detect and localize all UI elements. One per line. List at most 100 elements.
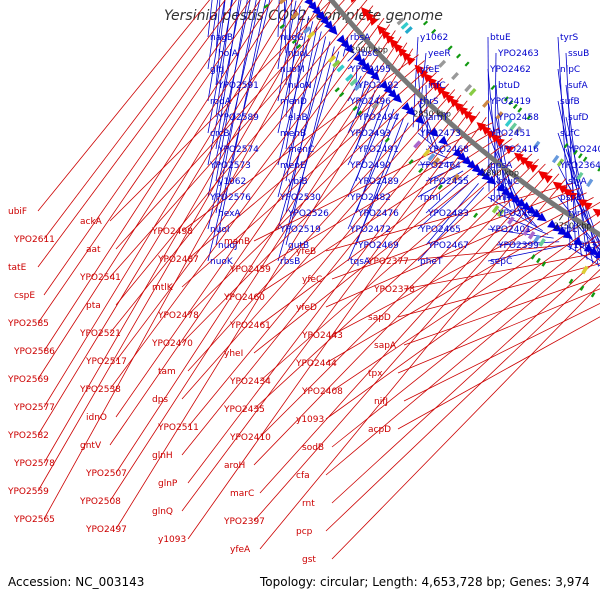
marker-dash (490, 84, 496, 91)
reverse-leader-line (43, 0, 251, 296)
reverse-gene-arrow (440, 89, 451, 100)
kbp-tick-mark (419, 103, 426, 110)
reverse-gene-label: YPO2397 (223, 517, 265, 527)
reverse-gene-arrow (401, 51, 412, 62)
forward-gene-label: YPO2463 (497, 49, 539, 59)
forward-gene-label: thrS (420, 97, 439, 107)
feature-block (468, 87, 477, 97)
forward-leader-line (495, 148, 527, 220)
reverse-gene-label: YPO2517 (85, 357, 127, 367)
reverse-gene-arrow (414, 64, 424, 75)
feature-block (533, 234, 541, 244)
reverse-gene-label: YPO2459 (229, 265, 271, 275)
reverse-gene-label: YPO2565 (13, 515, 55, 525)
marker-dash (437, 184, 443, 190)
forward-gene-label: sufD (568, 113, 589, 123)
forward-gene-label: nuoM (280, 65, 305, 75)
forward-gene-label: YPO2496 (349, 97, 391, 107)
forward-leader-line (565, 212, 600, 251)
forward-gene-arrow (415, 114, 425, 125)
feature-block (306, 31, 316, 39)
forward-gene-label: YPO2401 (489, 225, 531, 235)
forward-leader-line (215, 0, 226, 86)
reverse-gene-label: mtlK (152, 283, 174, 293)
feature-block (451, 72, 459, 81)
feature-block (332, 59, 341, 68)
forward-gene-arrow (324, 20, 334, 31)
forward-leader-line (207, 0, 226, 102)
reverse-leader-line (115, 24, 391, 418)
reverse-gene-arrow (364, 11, 375, 22)
forward-gene-label: y1062 (218, 177, 246, 187)
marker-dash (473, 212, 479, 219)
reverse-gene-label: YPO2461 (229, 321, 271, 331)
forward-gene-label: YPO2519 (279, 225, 321, 235)
forward-gene-arrow (552, 223, 563, 232)
reverse-gene-arrow (592, 208, 600, 218)
forward-gene-label: gutB (288, 241, 309, 251)
reverse-leader-line (253, 122, 493, 242)
forward-gene-label: YPO2458 (497, 113, 539, 123)
reverse-gene-label: YPO2435 (223, 405, 265, 415)
reverse-gene-label: tatE (8, 263, 27, 273)
reverse-gene-label: YPO2578 (13, 459, 55, 469)
forward-gene-label: YPO2589 (217, 113, 259, 123)
forward-gene-arrow (401, 102, 412, 112)
forward-gene-arrow (476, 167, 487, 177)
feature-block (413, 140, 422, 149)
reverse-leader-line (43, 0, 273, 352)
forward-gene-label: YPO2468 (427, 145, 469, 155)
forward-gene-label: menC (288, 145, 314, 155)
reverse-leader-line (253, 132, 506, 298)
forward-gene-label: YPO2526 (287, 209, 329, 219)
forward-gene-label: YPO2399 (497, 241, 539, 251)
reverse-gene-label: glnQ (152, 507, 173, 517)
marker-dash (573, 149, 578, 156)
forward-leader-line (277, 31, 322, 198)
reverse-gene-arrow (350, 0, 356, 4)
marker-dash (384, 137, 390, 143)
reverse-gene-label: y1093 (158, 535, 186, 545)
forward-gene-label: YPO2419 (489, 97, 531, 107)
forward-gene-label: yfeE (420, 65, 440, 75)
reverse-gene-arrow (567, 191, 578, 201)
forward-gene-label: YPO2495 (349, 65, 391, 75)
reverse-leader-line (331, 197, 594, 336)
forward-gene-label: YPO2490 (349, 161, 391, 171)
reverse-gene-label: pta (86, 301, 101, 311)
reverse-leader-line (43, 0, 332, 520)
forward-leader-line (347, 104, 390, 198)
reverse-leader-line (37, 0, 303, 436)
reverse-leader-line (325, 243, 600, 476)
marker-dash (263, 3, 269, 9)
reverse-gene-label: sapA (374, 341, 397, 351)
reverse-leader-line (37, 0, 283, 380)
reverse-gene-label: YPO2585 (7, 319, 49, 329)
reverse-leader-line (253, 163, 546, 466)
forward-gene-label: nuoG (280, 33, 304, 43)
forward-leader-line (207, 0, 261, 230)
reverse-gene-arrow (397, 47, 408, 57)
marker-dash (279, 24, 285, 30)
marker-dash (541, 261, 547, 267)
forward-gene-label: YPO2491 (357, 145, 399, 155)
forward-gene-label: YPO2464 (419, 161, 461, 171)
feature-block (495, 111, 504, 120)
marker-dash (508, 100, 514, 106)
forward-gene-label: YPO2530 (279, 193, 321, 203)
marker-dash (579, 285, 585, 291)
forward-gene-label: btuD (498, 81, 520, 91)
forward-gene-label: hexA (218, 209, 241, 219)
marker-dash (563, 142, 569, 149)
reverse-gene-label: YPO2487 (157, 255, 199, 265)
reverse-leader-line (37, 0, 211, 212)
forward-gene-arrow (521, 201, 532, 211)
reverse-gene-arrow (393, 42, 403, 53)
forward-gene-arrow (304, 0, 314, 7)
forward-gene-label: YPO2492 (357, 81, 399, 91)
reverse-gene-arrow (582, 202, 593, 211)
forward-gene-arrow (316, 10, 326, 21)
forward-gene-label: nuoJ (218, 241, 238, 251)
